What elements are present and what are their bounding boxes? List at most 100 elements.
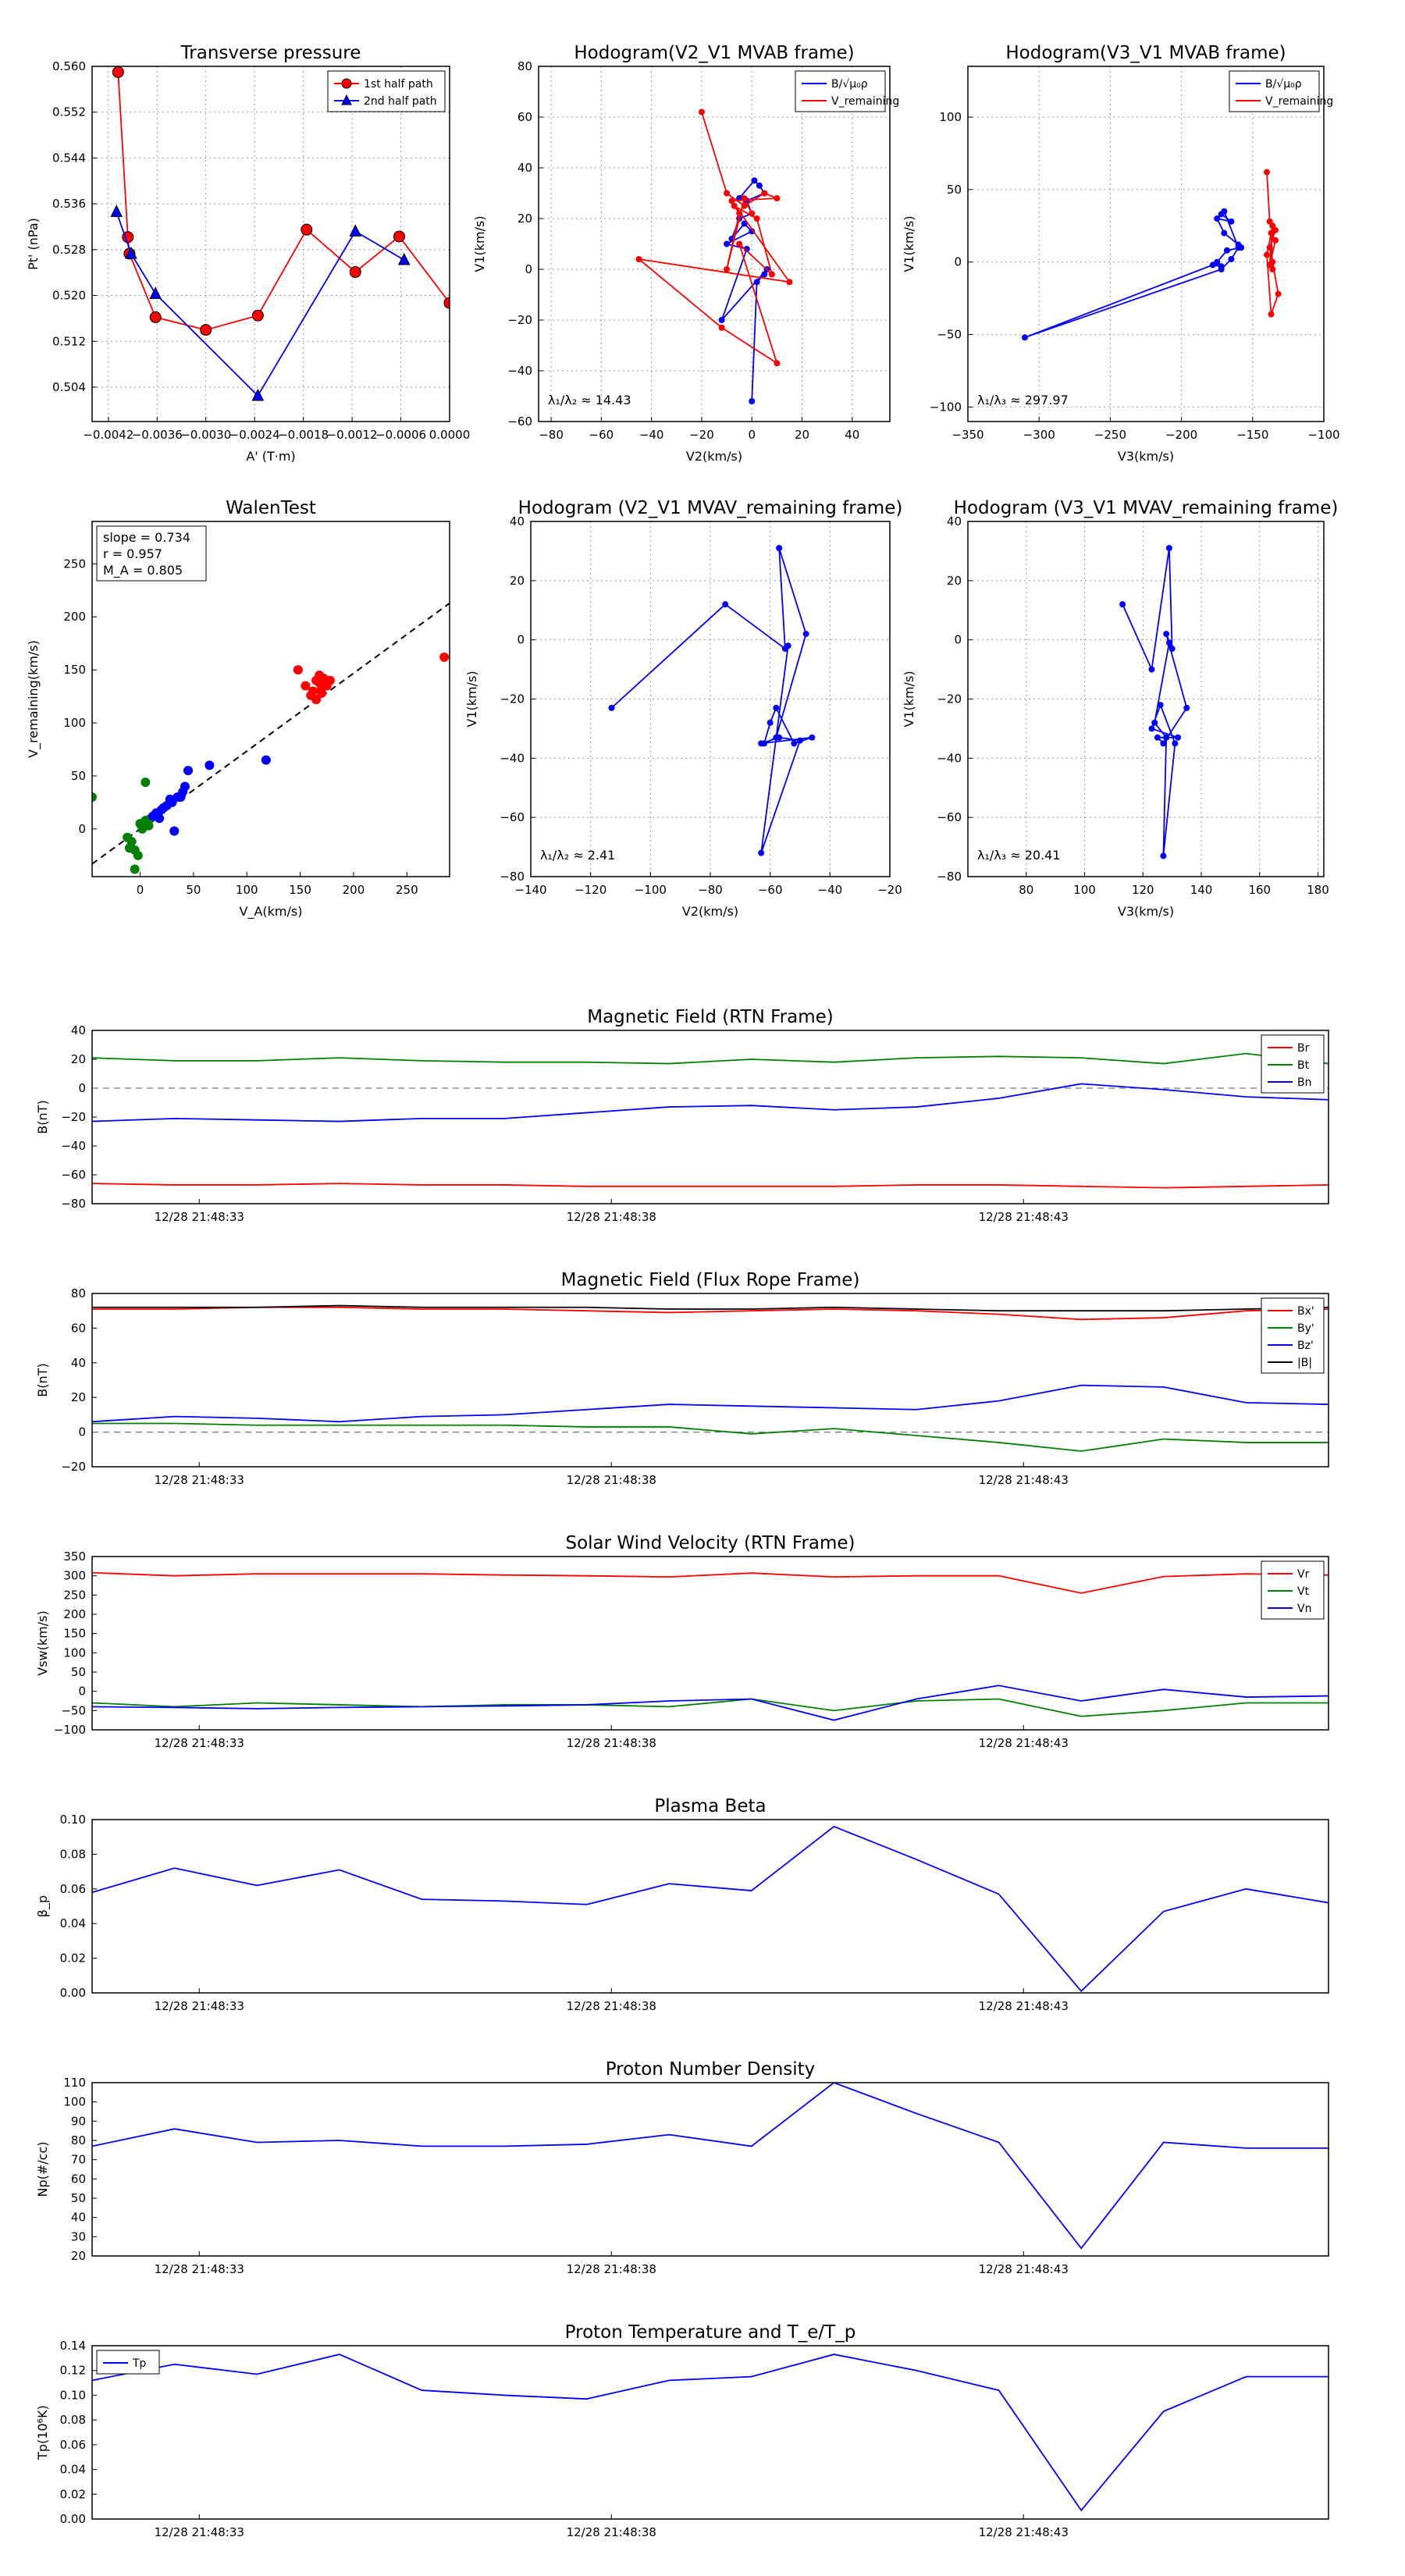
y-tick-label: 0.08 <box>60 1847 86 1861</box>
y-tick-label: 100 <box>63 1646 86 1660</box>
y-tick-label: −20 <box>937 692 962 706</box>
x-tick-label: −120 <box>574 883 606 897</box>
data-point <box>1163 631 1170 638</box>
legend-label: |B| <box>1297 1357 1312 1369</box>
data-point <box>1221 229 1228 237</box>
data-point <box>773 704 780 711</box>
y-axis-label: Vsw(km/s) <box>35 1610 50 1675</box>
data-point <box>393 230 405 243</box>
y-tick-label: 300 <box>63 1569 86 1583</box>
data-point <box>1223 247 1230 254</box>
x-tick-label: 12/28 21:48:38 <box>567 2262 656 2276</box>
x-tick-label: 12/28 21:48:43 <box>979 1210 1069 1224</box>
y-tick-label: 20 <box>510 574 525 588</box>
x-tick-label: 12/28 21:48:38 <box>567 1210 656 1224</box>
chart-title: Hodogram (V3_V1 MVAV_remaining frame) <box>954 498 1339 518</box>
chart-h1: Hodogram(V2_V1 MVAB frame) −60 −40 −20 0 20 40… <box>472 43 899 464</box>
x-tick-label: 12/28 21:48:43 <box>979 1473 1069 1487</box>
y-tick-label: 40 <box>947 514 962 528</box>
chart-ts3: Solar Wind Velocity (RTN Frame) −100 −50 0 5… <box>35 1533 1329 1750</box>
y-tick-label: 0 <box>525 262 532 276</box>
x-tick-label: 12/28 21:48:43 <box>979 1736 1069 1750</box>
x-axis-label: V3(km/s) <box>1118 449 1174 464</box>
y-tick-label: 0.520 <box>52 289 86 303</box>
legend-box <box>327 70 446 112</box>
plot-area <box>92 2083 1329 2250</box>
series-line-Bz' <box>92 1384 1329 1423</box>
x-tick-label: −80 <box>539 428 564 442</box>
data-point <box>1209 262 1216 269</box>
data-point <box>1272 237 1279 244</box>
y-tick-label: −100 <box>930 400 962 414</box>
data-point <box>758 849 765 856</box>
data-point <box>724 240 731 247</box>
data-point <box>802 631 809 638</box>
y-tick-label: 20 <box>71 1390 86 1404</box>
x-tick-label: −40 <box>818 883 843 897</box>
y-tick-label: −20 <box>61 1460 86 1474</box>
data-point <box>158 802 169 813</box>
y-tick-label: −40 <box>61 1139 86 1153</box>
data-point <box>724 190 731 197</box>
y-tick-label: −20 <box>507 313 532 327</box>
legend-label: Br <box>1297 1042 1310 1055</box>
plot-area <box>92 2354 1329 2512</box>
y-tick-label: 20 <box>518 212 532 226</box>
y-tick-label: 0.528 <box>52 243 86 257</box>
x-tick-label: −40 <box>639 428 664 442</box>
y-tick-label: 0.02 <box>60 2487 86 2501</box>
y-tick-label: 20 <box>71 2249 86 2263</box>
series-line-Tp <box>92 2354 1329 2512</box>
legend-label: Vn <box>1297 1603 1311 1615</box>
chart-title: WalenTest <box>226 498 316 518</box>
data-point <box>306 690 316 700</box>
y-tick-label: 0.00 <box>60 1986 86 2000</box>
series-line-By' <box>92 1422 1329 1452</box>
y-tick-label: 40 <box>71 2211 86 2225</box>
y-tick-label: 0.14 <box>60 2339 86 2353</box>
series-line-Bn <box>92 1083 1329 1123</box>
y-tick-label: 0.10 <box>60 1813 86 1827</box>
data-point <box>1160 740 1167 747</box>
data-point <box>1183 704 1190 711</box>
data-point <box>1119 601 1126 608</box>
chart-ts5: Proton Number Density 20 30 40 50 60 70 80 90 100… <box>35 2059 1329 2276</box>
data-point <box>698 109 705 116</box>
stats-text: M_A = 0.805 <box>103 563 183 578</box>
data-point <box>774 195 781 201</box>
y-tick-label: 0.552 <box>52 105 86 119</box>
y-tick-label: 0.04 <box>60 2463 86 2477</box>
legend-marker <box>341 78 352 89</box>
x-axis-label: A' (T·m) <box>246 449 295 464</box>
x-tick-label: 12/28 21:48:33 <box>155 1736 244 1750</box>
data-point <box>1269 222 1276 229</box>
y-tick-label: −80 <box>937 870 962 884</box>
data-point <box>165 794 175 804</box>
data-point <box>791 740 798 747</box>
x-tick-label: −200 <box>1165 428 1197 442</box>
y-tick-label: 0.544 <box>52 151 86 165</box>
y-tick-label: 200 <box>63 610 86 624</box>
data-point <box>1168 646 1176 653</box>
y-axis-label: Pt' (nPa) <box>26 218 41 270</box>
x-tick-label: −20 <box>689 428 714 442</box>
y-tick-label: 0.560 <box>52 59 86 73</box>
data-point <box>349 224 362 237</box>
stats-text: r = 0.957 <box>103 546 162 561</box>
stats-text: slope = 0.734 <box>103 530 190 545</box>
y-tick-label: 50 <box>947 183 962 197</box>
data-point <box>749 398 756 404</box>
legend-label: Vt <box>1297 1585 1310 1598</box>
series-line-Vn <box>92 1685 1329 1721</box>
y-tick-label: 0 <box>78 1081 86 1095</box>
series-line-beta <box>92 1825 1329 1993</box>
y-tick-label: −80 <box>500 870 525 884</box>
legend-box <box>795 70 886 112</box>
data-point <box>1266 244 1273 251</box>
x-tick-label: 12/28 21:48:33 <box>155 1473 244 1487</box>
data-point <box>1160 852 1167 859</box>
data-point <box>1214 215 1221 222</box>
y-tick-label: 20 <box>71 1052 86 1066</box>
data-point <box>1275 290 1282 297</box>
data-point <box>176 792 186 802</box>
